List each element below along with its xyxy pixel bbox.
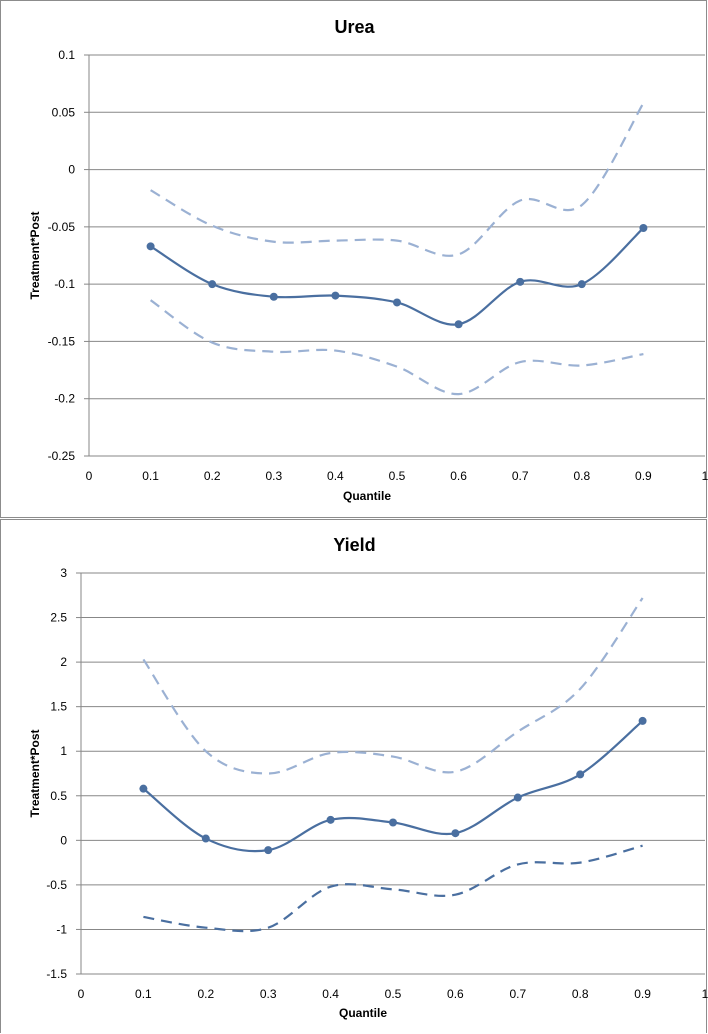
urea-y-tick-label: -0.1 — [54, 277, 75, 291]
yield-y-tick-label: 0 — [60, 833, 67, 847]
yield-upper-bound-line — [142, 597, 644, 775]
yield-x-tick-label: 0.6 — [447, 987, 464, 1001]
yield-x-tick-label: 0.7 — [509, 987, 526, 1001]
yield-lower-bound-line — [143, 844, 643, 933]
yield-y-axis-title: Treatment*Post — [28, 729, 42, 817]
yield-chart: Yield -1.5 -1 -0.5 0 0.5 1 1.5 2 2.5 3 0 0.1 0.2 0.3 0.… — [28, 535, 708, 1020]
yield-y-tick-label: 3 — [60, 566, 67, 580]
yield-estimate-point — [389, 818, 397, 827]
urea-estimate-point — [639, 224, 648, 233]
yield-estimate-point — [451, 829, 460, 838]
urea-x-tick-label: 0.9 — [635, 469, 652, 483]
urea-y-tick-label: -0.05 — [48, 220, 76, 234]
urea-chart: Urea -0.25 -0.2 -0.15 -0.1 -0.05 0 0.05 0.1 0 0.1 0… — [28, 17, 708, 503]
urea-y-tick-label: 0.05 — [52, 105, 76, 119]
yield-x-tick-label: 0.4 — [322, 987, 339, 1001]
urea-estimate-point — [577, 280, 586, 289]
urea-chart-panel: Urea -0.25 -0.2 -0.15 -0.1 -0.05 0 0.05 0.1 0 0.1 0… — [0, 0, 708, 518]
yield-estimate-point — [139, 784, 148, 793]
urea-estimate-point — [516, 277, 525, 286]
urea-estimate-point — [208, 280, 217, 289]
yield-y-tick-label: 1.5 — [50, 700, 67, 714]
urea-y-tick-label: -0.25 — [48, 449, 76, 463]
urea-estimate-line — [150, 227, 645, 326]
yield-estimate-point — [638, 716, 647, 725]
urea-estimate-point — [146, 242, 155, 251]
yield-chart-panel: Yield -1.5 -1 -0.5 0 0.5 1 1.5 2 2.5 3 0 0.1 0.2 0.3 0.… — [0, 519, 708, 1033]
urea-x-tick-label: 0.4 — [327, 469, 344, 483]
urea-estimate-point — [454, 320, 463, 329]
yield-x-tick-label: 1 — [702, 987, 708, 1001]
yield-estimate-point — [264, 846, 273, 855]
urea-estimate-point — [269, 292, 278, 301]
yield-y-tick-label: -0.5 — [46, 878, 67, 892]
urea-y-tick-label: -0.15 — [48, 334, 76, 348]
urea-y-axis-title: Treatment*Post — [28, 211, 42, 299]
urea-x-tick-label: 0.1 — [142, 469, 159, 483]
yield-y-tick-label: -1 — [56, 922, 67, 936]
urea-x-tick-label: 0.7 — [512, 469, 529, 483]
urea-x-tick-label: 1 — [702, 469, 708, 483]
urea-x-tick-label: 0.3 — [265, 469, 282, 483]
urea-lower-bound-line — [149, 299, 644, 396]
urea-x-tick-label: 0 — [86, 469, 93, 483]
yield-x-tick-label: 0.5 — [385, 987, 402, 1001]
urea-upper-bound-line — [150, 102, 645, 257]
yield-y-tick-label: -1.5 — [46, 967, 67, 981]
yield-x-tick-label: 0.3 — [260, 987, 277, 1001]
urea-x-tick-label: 0.2 — [204, 469, 221, 483]
yield-x-tick-label: 0 — [78, 987, 85, 1001]
urea-estimate-point — [331, 291, 340, 300]
yield-y-tick-label: 2 — [60, 655, 67, 669]
urea-x-tick-label: 0.6 — [450, 469, 467, 483]
yield-estimate-line — [142, 720, 644, 853]
yield-x-tick-label: 0.9 — [634, 987, 651, 1001]
urea-estimate-point — [393, 298, 401, 307]
urea-chart-title: Urea — [334, 17, 375, 37]
urea-y-tick-label: 0.1 — [58, 48, 75, 62]
urea-x-axis-title: Quantile — [343, 489, 391, 503]
yield-y-tick-label: 2.5 — [50, 611, 67, 625]
urea-x-tick-label: 0.8 — [573, 469, 590, 483]
yield-chart-title: Yield — [333, 535, 375, 555]
yield-x-tick-label: 0.2 — [197, 987, 214, 1001]
urea-y-tick-label: 0 — [68, 163, 75, 177]
yield-estimate-point — [201, 834, 210, 843]
yield-x-tick-label: 0.1 — [135, 987, 152, 1001]
yield-x-axis-title: Quantile — [339, 1006, 387, 1020]
yield-y-tick-label: 1 — [60, 744, 67, 758]
yield-y-tick-label: 0.5 — [50, 789, 67, 803]
urea-x-tick-label: 0.5 — [389, 469, 406, 483]
yield-estimate-point — [513, 793, 522, 802]
yield-estimate-point — [576, 770, 585, 779]
yield-estimate-point — [326, 815, 335, 824]
urea-y-tick-label: -0.2 — [54, 392, 75, 406]
yield-x-tick-label: 0.8 — [572, 987, 589, 1001]
